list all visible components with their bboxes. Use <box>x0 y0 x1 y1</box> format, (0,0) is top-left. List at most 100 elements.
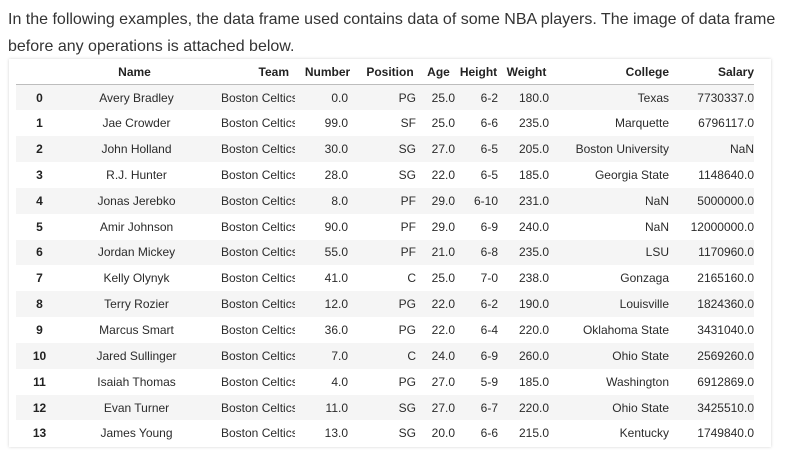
cell-college: Washington <box>606 374 669 389</box>
row-index: 10 <box>32 348 47 363</box>
cell-team: Boston Celtics <box>221 426 295 441</box>
cell-position: SG <box>398 426 416 441</box>
table-row: 9 Marcus Smart Boston Celtics 36.0 PG 22.0 6-4… <box>16 317 754 343</box>
cell-position: SG <box>398 167 416 182</box>
column-header: Weight <box>500 59 553 85</box>
cell-age: 27.0 <box>431 142 455 157</box>
table-row: 8 Terry Rozier Boston Celtics 12.0 PG 22.0 6-2… <box>16 291 754 318</box>
cell-height: 6-5 <box>480 167 498 182</box>
cell-age: 24.0 <box>431 348 455 363</box>
cell-team: Boston Celtics <box>221 271 295 286</box>
row-index: 6 <box>36 245 43 260</box>
cell-name: R.J. Hunter <box>106 167 167 182</box>
column-header: Team <box>206 59 295 85</box>
column-header: Salary <box>679 59 754 85</box>
dataframe-image: Name Team Number Position Age Height Wei… <box>9 59 771 447</box>
cell-number: 90.0 <box>324 219 348 234</box>
cell-salary: 7730337.0 <box>697 90 754 105</box>
cell-age: 20.0 <box>431 426 455 441</box>
cell-age: 27.0 <box>431 400 455 415</box>
dataframe-table: Name Team Number Position Age Height Wei… <box>16 59 754 446</box>
cell-team: Boston Celtics <box>221 90 295 105</box>
cell-number: 12.0 <box>324 297 348 312</box>
cell-college: LSU <box>645 245 669 260</box>
cell-weight: 235.0 <box>518 245 549 260</box>
cell-number: 55.0 <box>324 245 348 260</box>
cell-college: Oklahoma State <box>582 323 669 338</box>
row-index: 12 <box>32 400 47 415</box>
cell-salary: 2569260.0 <box>697 348 754 363</box>
column-header: College <box>553 59 679 85</box>
column-header: Height <box>457 59 500 85</box>
cell-height: 6-8 <box>480 245 498 260</box>
cell-height: 7-0 <box>480 271 498 286</box>
cell-name: Jae Crowder <box>102 116 171 131</box>
cell-weight: 235.0 <box>518 116 549 131</box>
cell-name: Avery Bradley <box>99 90 174 105</box>
row-index: 4 <box>36 193 43 208</box>
table-row: 5 Amir Johnson Boston Celtics 90.0 PF 29.0 6-9… <box>16 214 754 240</box>
row-index: 9 <box>36 323 43 338</box>
cell-height: 6-6 <box>480 116 498 131</box>
cell-weight: 180.0 <box>518 90 549 105</box>
cell-team: Boston Celtics <box>221 400 295 415</box>
cell-salary: 12000000.0 <box>690 219 754 234</box>
cell-college: NaN <box>644 219 669 234</box>
cell-team: Boston Celtics <box>221 142 295 157</box>
cell-name: Terry Rozier <box>104 297 169 312</box>
table-row: 7 Kelly Olynyk Boston Celtics 41.0 C 25.0 7-0 2… <box>16 265 754 291</box>
table-row: 6 Jordan Mickey Boston Celtics 55.0 PF 21.0 6-… <box>16 239 754 266</box>
cell-college: Marquette <box>614 116 669 131</box>
cell-salary: 1749840.0 <box>697 426 754 441</box>
cell-age: 29.0 <box>431 219 455 234</box>
table-row: 12 Evan Turner Boston Celtics 11.0 SG 27.0 6-7… <box>16 394 754 421</box>
cell-position: PG <box>398 374 416 389</box>
cell-number: 99.0 <box>324 116 348 131</box>
cell-number: 41.0 <box>324 271 348 286</box>
cell-position: SG <box>398 142 416 157</box>
column-header: Age <box>420 59 457 85</box>
column-header: Position <box>360 59 420 85</box>
cell-college: Georgia State <box>594 167 669 182</box>
cell-weight: 190.0 <box>518 297 549 312</box>
cell-age: 27.0 <box>431 374 455 389</box>
cell-name: Jonas Jerebko <box>97 193 176 208</box>
cell-name: Kelly Olynyk <box>103 271 170 286</box>
cell-name: James Young <box>100 426 173 441</box>
cell-height: 6-4 <box>480 323 498 338</box>
cell-weight: 215.0 <box>518 426 549 441</box>
column-header: Name <box>63 59 206 85</box>
cell-name: Evan Turner <box>103 400 170 415</box>
cell-salary: 2165160.0 <box>697 271 754 286</box>
cell-salary: 6912869.0 <box>697 374 754 389</box>
cell-position: SF <box>400 116 416 131</box>
cell-height: 5-9 <box>480 374 498 389</box>
cell-height: 6-5 <box>480 142 498 157</box>
cell-team: Boston Celtics <box>221 167 295 182</box>
cell-weight: 185.0 <box>518 167 549 182</box>
cell-name: Amir Johnson <box>99 219 174 234</box>
row-index: 2 <box>36 142 43 157</box>
cell-weight: 231.0 <box>518 193 549 208</box>
cell-height: 6-7 <box>480 400 498 415</box>
row-index: 0 <box>36 90 43 105</box>
table-row: 0 Avery Bradley Boston Celtics 0.0 PG 25.0 6-2… <box>16 84 754 111</box>
cell-age: 22.0 <box>431 297 455 312</box>
table-row: 1 Jae Crowder Boston Celtics 99.0 SF 25.0 6-6 2… <box>16 110 754 136</box>
row-index: 11 <box>33 374 46 389</box>
cell-height: 6-2 <box>480 90 498 105</box>
row-index: 8 <box>36 297 43 312</box>
cell-age: 25.0 <box>431 116 455 131</box>
cell-salary: 1824360.0 <box>697 297 754 312</box>
cell-weight: 220.0 <box>518 400 549 415</box>
cell-weight: 240.0 <box>518 219 549 234</box>
cell-number: 4.0 <box>331 374 348 389</box>
row-index: 1 <box>36 116 43 131</box>
cell-salary: 3425510.0 <box>697 400 754 415</box>
cell-age: 22.0 <box>431 167 455 182</box>
cell-name: Jared Sullinger <box>96 348 177 363</box>
cell-salary: 3431040.0 <box>697 323 754 338</box>
cell-position: PG <box>398 323 416 338</box>
cell-age: 21.0 <box>431 245 455 260</box>
table-row: 2 John Holland Boston Celtics 30.0 SG 27.0 6-5… <box>16 136 754 163</box>
